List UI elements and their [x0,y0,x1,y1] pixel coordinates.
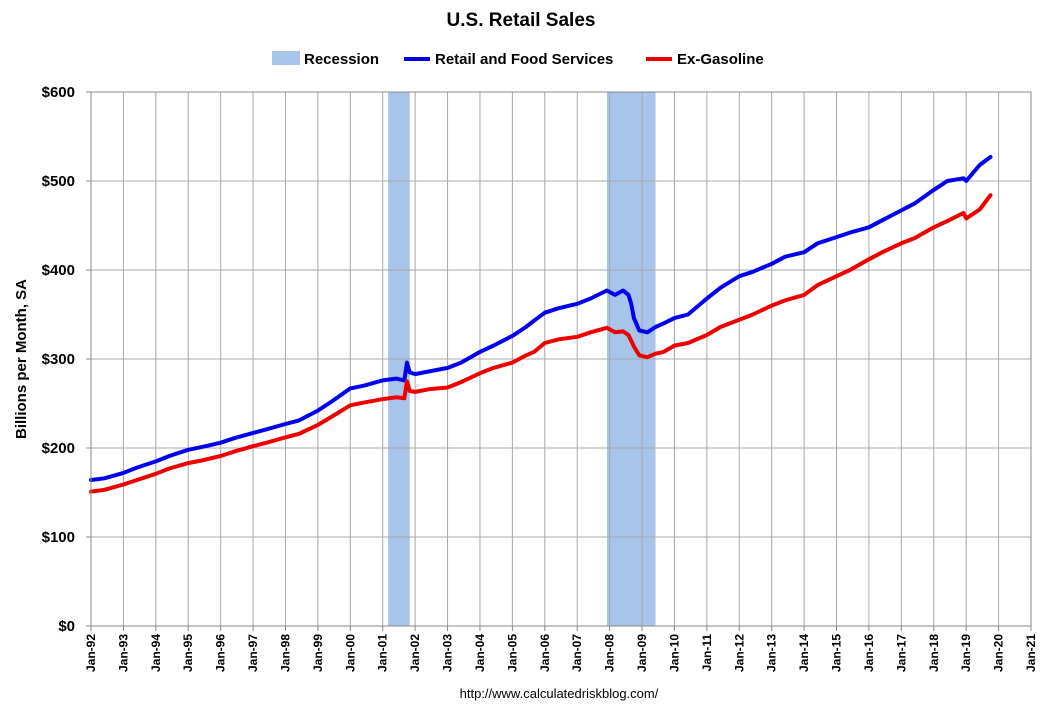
y-tick-label: $100 [42,529,75,546]
x-tick-label: Jan-93 [116,634,130,672]
series-line-retail-and-food-services [89,155,993,482]
y-tick-label: $300 [42,351,75,368]
x-tick-label: Jan-12 [732,634,746,672]
y-tick-label: $200 [42,440,75,457]
x-tick-label: Jan-06 [538,634,552,672]
x-tick-label: Jan-94 [149,634,163,672]
legend-swatch-recession [272,51,300,65]
series-lines [89,155,993,494]
x-tick-label: Jan-08 [603,634,617,672]
x-tick-label: Jan-16 [862,634,876,672]
x-tick-label: Jan-92 [84,634,98,672]
x-tick-label: Jan-15 [830,634,844,672]
source-url: http://www.calculatedriskblog.com/ [460,686,659,701]
x-tick-label: Jan-96 [214,634,228,672]
x-tick-label: Jan-14 [797,634,811,672]
y-axis-label: Billions per Month, SA [13,279,30,439]
x-tick-label: Jan-11 [700,634,714,672]
x-tick-label: Jan-20 [992,634,1006,672]
y-tick-label: $400 [42,262,75,279]
y-tick-label: $0 [58,618,75,635]
y-tick-label: $600 [42,84,75,101]
x-tick-label: Jan-05 [505,634,519,672]
x-tick-label: Jan-13 [765,634,779,672]
x-tick-label: Jan-21 [1024,634,1038,672]
x-tick-label: Jan-99 [311,634,325,672]
x-tick-label: Jan-17 [894,634,908,672]
chart-title: U.S. Retail Sales [447,10,596,31]
series-line-ex-gasoline [89,193,993,494]
x-tick-label: Jan-95 [181,634,195,672]
legend-label-recession: Recession [304,51,379,68]
x-tick-label: Jan-00 [343,634,357,672]
legend-label-retail: Retail and Food Services [435,51,613,68]
y-tick-label: $500 [42,173,75,190]
x-tick-label: Jan-07 [570,634,584,672]
x-tick-label: Jan-09 [635,634,649,672]
legend: Recession Retail and Food Services Ex-Ga… [272,51,764,68]
x-tick-label: Jan-19 [959,634,973,672]
x-tick-label: Jan-01 [376,634,390,672]
x-tick-label: Jan-02 [408,634,422,672]
x-tick-label: Jan-97 [246,634,260,672]
x-tick-label: Jan-10 [667,634,681,672]
x-tick-label: Jan-04 [473,634,487,672]
y-axis-ticks: $0 $100 $200 $300 $400 $500 $600 [42,84,91,635]
x-axis-ticks: Jan-92 Jan-93 Jan-94 Jan-95 Jan-96 Jan-97 Jan-… [84,626,1038,672]
x-tick-label: Jan-03 [441,634,455,672]
legend-label-ex-gasoline: Ex-Gasoline [677,51,764,68]
x-tick-label: Jan-18 [927,634,941,672]
x-tick-label: Jan-98 [278,634,292,672]
